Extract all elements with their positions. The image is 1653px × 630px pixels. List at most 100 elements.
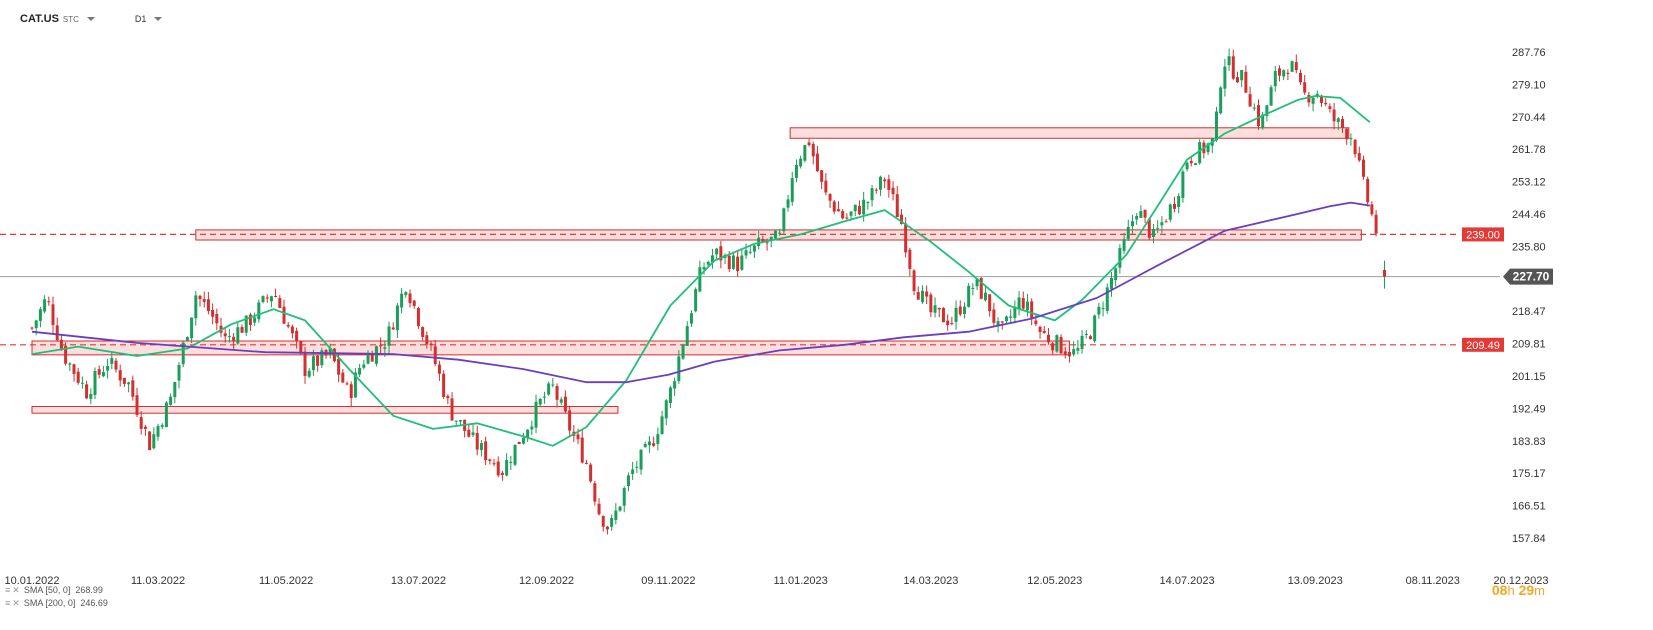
x-tick-label: 12.09.2022	[519, 575, 574, 587]
sma-50-line	[31, 95, 1371, 447]
candle-body	[416, 308, 420, 327]
candle-body	[248, 314, 252, 325]
candle-body	[215, 313, 219, 324]
candle-body	[68, 363, 72, 365]
candle-body	[479, 443, 483, 451]
symbol-dropdown-chevron-down-icon[interactable]	[86, 17, 95, 21]
candle-body	[702, 267, 706, 270]
y-tick-label: 157.84	[1512, 533, 1546, 545]
candle-body	[349, 384, 353, 399]
candle-body	[937, 307, 941, 310]
candle-body	[517, 441, 521, 444]
menu-icon[interactable]: ≡	[5, 585, 11, 595]
candle-body	[496, 461, 500, 476]
candle-body	[580, 437, 584, 463]
candle-body	[967, 285, 971, 307]
y-tick-label: 209.81	[1512, 339, 1546, 351]
candle-body	[719, 246, 723, 261]
candle-body	[933, 305, 937, 313]
candle-body	[605, 526, 609, 530]
candle-body	[265, 297, 269, 299]
candle-body	[1324, 102, 1328, 105]
candle-body	[412, 300, 416, 307]
candle-body	[1021, 298, 1025, 309]
candle-body	[43, 299, 47, 312]
candle-body	[85, 384, 89, 399]
candle-body	[668, 387, 672, 404]
y-tick-label: 253.12	[1512, 177, 1546, 189]
candle-body	[647, 441, 651, 446]
y-tick-label: 287.76	[1512, 47, 1546, 59]
candle-body	[269, 296, 273, 302]
candle-body	[1168, 204, 1172, 220]
candle-body	[1256, 105, 1260, 127]
timeframe-dropdown-chevron-down-icon[interactable]	[154, 17, 163, 21]
candle-body	[1366, 178, 1370, 203]
y-tick-label: 201.15	[1512, 371, 1546, 383]
candle-body	[143, 426, 147, 429]
candle-body	[563, 396, 567, 412]
candle-body	[185, 337, 189, 341]
candle-body	[353, 372, 357, 398]
candle-body	[206, 299, 210, 312]
candle-body	[1235, 77, 1239, 83]
moving-averages	[31, 95, 1371, 447]
y-tick-label: 166.51	[1512, 501, 1546, 513]
price-zone	[789, 127, 1350, 139]
candle-body	[815, 153, 819, 172]
candle-body	[152, 434, 156, 449]
candle-body	[832, 201, 836, 212]
candle-body	[1193, 163, 1197, 165]
candle-body	[383, 347, 387, 349]
candle-body	[190, 317, 194, 339]
close-icon[interactable]: ✕	[12, 585, 20, 595]
menu-icon[interactable]: ≡	[5, 598, 11, 608]
candle-body	[278, 298, 282, 309]
symbol-name[interactable]: CAT.US	[20, 13, 59, 25]
level-tag	[1462, 337, 1504, 352]
candle-body	[450, 398, 454, 421]
indicator-row-sma200: ≡ ✕ SMA [200, 0] 246.69	[5, 597, 108, 610]
y-tick-label: 235.80	[1512, 241, 1546, 253]
candle-body	[1244, 71, 1248, 93]
candle-body	[920, 290, 924, 303]
candle-body	[391, 327, 395, 330]
candle-body	[38, 309, 42, 321]
candle-body	[589, 464, 593, 482]
candle-body	[761, 239, 765, 242]
candle-body	[337, 358, 341, 375]
candle-body	[803, 145, 807, 161]
candle-body	[93, 371, 97, 395]
candle-body	[240, 327, 244, 333]
candle-body	[559, 399, 563, 403]
candle-body	[358, 367, 362, 375]
candle-body	[1353, 139, 1357, 155]
candle-body	[257, 302, 261, 320]
candle-body	[290, 326, 294, 334]
y-axis: 287.76 279.10 270.44 261.78 253.12 244.46 235.…	[1512, 47, 1546, 545]
candle-body	[1219, 87, 1223, 114]
candle-body	[731, 255, 735, 269]
candle-body	[1294, 62, 1298, 71]
candle-body	[769, 236, 773, 241]
candle-body	[811, 143, 815, 157]
timeframe-selector[interactable]: D1	[134, 14, 147, 24]
last-price-tag-label: 227.70	[1513, 270, 1550, 284]
candle-body	[429, 343, 433, 345]
candle-body	[736, 256, 740, 272]
candle-body	[904, 223, 908, 253]
candle-body	[1160, 222, 1164, 226]
candle-body	[870, 188, 874, 201]
x-tick-label: 13.09.2023	[1288, 575, 1343, 587]
candle-body	[866, 202, 870, 204]
candle-body	[643, 443, 647, 448]
candle-body	[685, 326, 689, 346]
close-icon[interactable]: ✕	[12, 598, 20, 608]
candle-body	[198, 295, 202, 300]
candle-body	[1034, 320, 1038, 325]
countdown-minutes-unit: m	[1534, 583, 1545, 598]
candle-body	[1206, 143, 1210, 153]
x-tick-label: 08.11.2023	[1406, 575, 1460, 587]
candle-body	[1080, 335, 1084, 349]
